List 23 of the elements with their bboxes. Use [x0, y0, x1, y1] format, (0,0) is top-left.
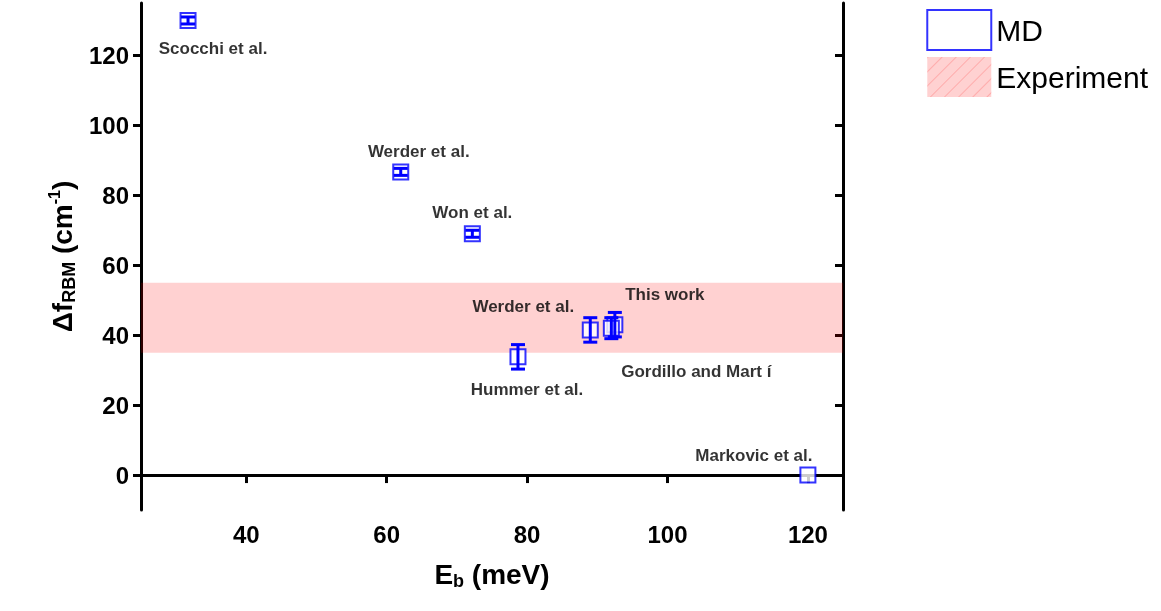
annotation: Gordillo and Mart í	[621, 361, 773, 381]
x-tick-label: 60	[373, 520, 401, 548]
x-tick-label: 40	[232, 520, 260, 548]
annotation: Won et al.	[432, 203, 513, 223]
annotation: Werder et al.	[367, 142, 470, 162]
x-tick-label: 100	[647, 520, 688, 548]
annotation: This work	[625, 285, 706, 305]
y-tick-label: 120	[88, 41, 129, 69]
y-axis-title: ΔfRBM (cm-1)	[45, 180, 80, 333]
x-tick-label: 80	[513, 520, 541, 548]
annotation: Markovic et al.	[695, 445, 813, 465]
y-tick-label: 100	[88, 111, 129, 139]
y-tick-label: 20	[102, 391, 129, 419]
legend-label: Experiment	[996, 60, 1149, 94]
x-tick-label: 120	[787, 520, 828, 548]
legend-label: MD	[996, 13, 1043, 47]
y-tick-label: 0	[115, 461, 129, 489]
y-tick-label: 80	[102, 181, 129, 209]
y-tick-label: 40	[102, 321, 129, 349]
annotation: Werder et al.	[472, 297, 575, 317]
annotation: Hummer et al.	[470, 380, 584, 400]
y-tick-label: 60	[102, 251, 129, 279]
annotation: Scocchi et al.	[158, 38, 268, 58]
